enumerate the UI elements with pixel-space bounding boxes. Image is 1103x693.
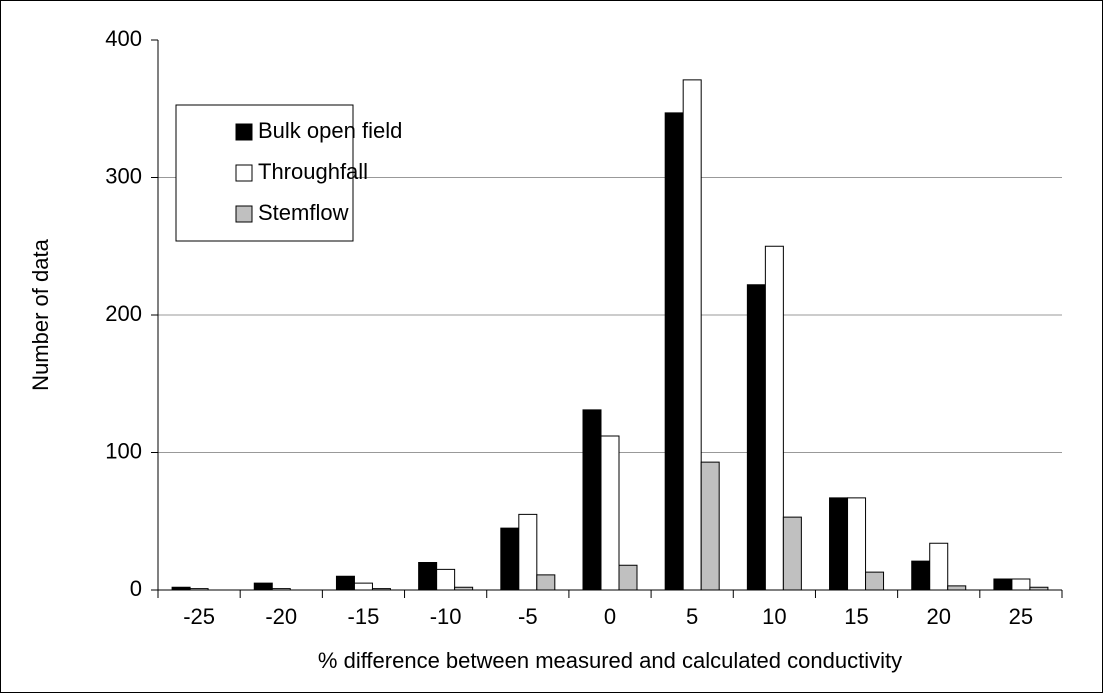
x-tick-label: -10 bbox=[430, 604, 462, 629]
x-tick-label: -25 bbox=[183, 604, 215, 629]
y-tick-label: 300 bbox=[105, 163, 142, 188]
x-tick-label: 10 bbox=[762, 604, 786, 629]
bar bbox=[947, 585, 967, 591]
bar bbox=[500, 527, 520, 591]
legend-label: Throughfall bbox=[258, 159, 368, 184]
y-tick-label: 200 bbox=[105, 301, 142, 326]
legend-box bbox=[175, 104, 354, 242]
bar bbox=[782, 516, 802, 591]
y-tick-label: 0 bbox=[130, 576, 142, 601]
x-tick-label: 5 bbox=[686, 604, 698, 629]
legend-label: Bulk open field bbox=[258, 118, 402, 143]
bar bbox=[746, 284, 766, 591]
y-tick-label: 100 bbox=[105, 438, 142, 463]
bar bbox=[847, 497, 867, 591]
bar bbox=[682, 79, 702, 591]
x-tick-label: 25 bbox=[1009, 604, 1033, 629]
legend-swatch bbox=[235, 205, 253, 223]
bar bbox=[436, 568, 456, 591]
x-tick-label: -20 bbox=[265, 604, 297, 629]
bar bbox=[1011, 578, 1031, 591]
y-axis-label: Number of data bbox=[28, 238, 53, 390]
bar bbox=[764, 245, 784, 591]
legend-label: Stemflow bbox=[258, 200, 349, 225]
bar bbox=[335, 575, 355, 591]
bar bbox=[418, 562, 438, 591]
legend-swatch bbox=[235, 164, 253, 182]
x-tick-label: 20 bbox=[926, 604, 950, 629]
bar bbox=[536, 574, 556, 591]
legend-swatch bbox=[235, 123, 253, 141]
x-tick-label: 15 bbox=[844, 604, 868, 629]
bar bbox=[600, 435, 620, 591]
bar bbox=[829, 497, 849, 591]
bar bbox=[664, 112, 684, 591]
bar bbox=[618, 564, 638, 591]
bar bbox=[582, 409, 602, 591]
bar bbox=[865, 571, 885, 591]
x-axis-label: % difference between measured and calcul… bbox=[318, 648, 902, 673]
x-tick-label: 0 bbox=[604, 604, 616, 629]
bar bbox=[353, 582, 373, 591]
bar bbox=[518, 513, 538, 591]
y-tick-label: 400 bbox=[105, 26, 142, 51]
bar bbox=[253, 582, 273, 591]
bar bbox=[993, 578, 1013, 591]
bar bbox=[911, 560, 931, 591]
x-tick-label: -5 bbox=[518, 604, 538, 629]
bar bbox=[700, 461, 720, 591]
bar bbox=[929, 542, 949, 591]
x-tick-label: -15 bbox=[348, 604, 380, 629]
